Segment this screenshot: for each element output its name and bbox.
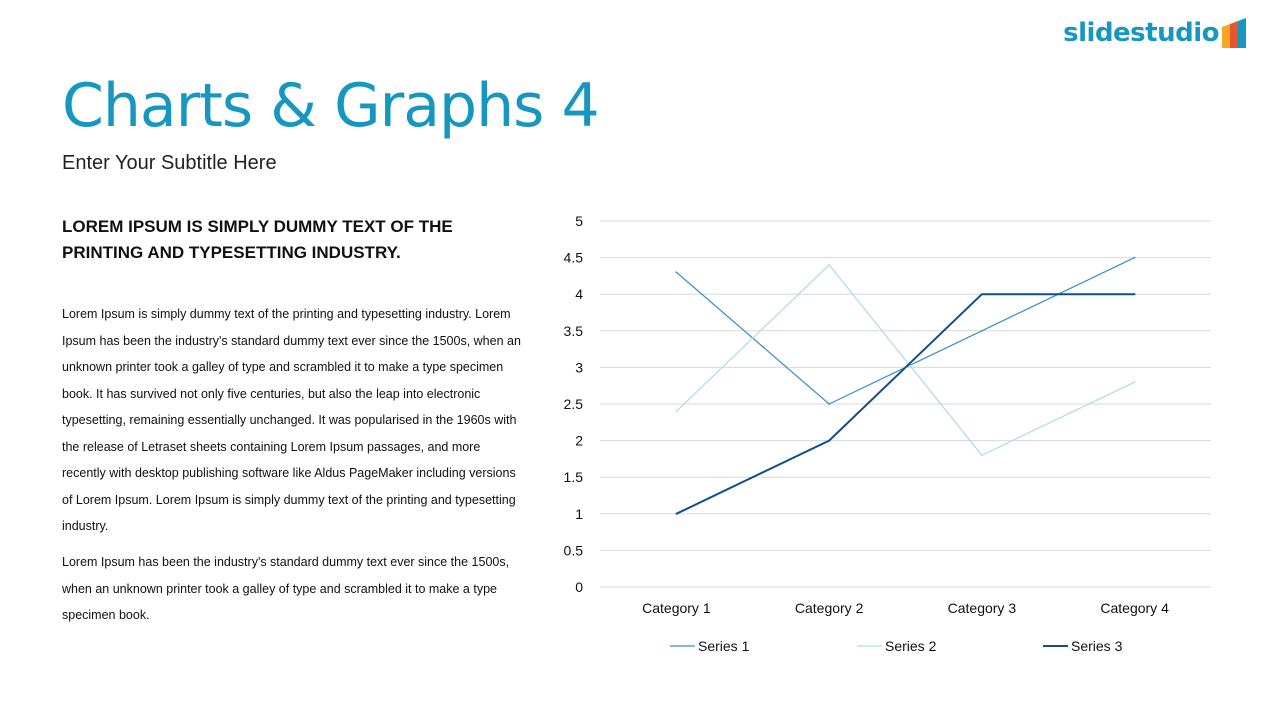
data-point — [1133, 293, 1136, 296]
brand-logo: slidestudio — [1063, 18, 1246, 48]
brand-name: slidestudio — [1063, 18, 1219, 48]
data-point — [828, 439, 831, 442]
data-point — [675, 512, 678, 515]
data-point — [828, 403, 831, 405]
chart-legend: Series 1 Series 2 Series 3 — [670, 638, 1123, 654]
x-tick-label: Category 1 — [642, 600, 711, 616]
chart-y-axis: 0 0.5 1 1.5 2 2.5 3 3.5 4 4.5 5 — [564, 213, 584, 595]
x-tick-label: Category 2 — [795, 600, 864, 616]
data-point — [675, 410, 678, 413]
y-tick-label: 4.5 — [564, 250, 584, 266]
y-tick-label: 1 — [575, 506, 583, 522]
y-tick-label: 1.5 — [564, 469, 584, 485]
section-heading: LOREM IPSUM IS SIMPLY DUMMY TEXT OF THE … — [62, 217, 453, 262]
legend-label: Series 3 — [1071, 638, 1123, 654]
data-point — [1133, 256, 1136, 259]
y-tick-label: 4 — [575, 286, 583, 302]
x-tick-label: Category 3 — [948, 600, 1017, 616]
y-tick-label: 0.5 — [564, 542, 584, 558]
y-tick-label: 3.5 — [564, 323, 584, 339]
chart-x-axis: Category 1 Category 2 Category 3 Category 4 — [642, 600, 1169, 616]
brand-mark-icon — [1222, 18, 1246, 48]
chart-series — [675, 256, 1136, 515]
x-tick-label: Category 4 — [1100, 600, 1169, 616]
y-tick-label: 2 — [575, 433, 583, 449]
data-point — [1133, 381, 1136, 383]
y-tick-label: 5 — [575, 213, 583, 229]
y-tick-label: 0 — [575, 579, 583, 595]
data-point — [980, 293, 983, 296]
body-paragraph-1: Lorem Ipsum is simply dummy text of the … — [62, 307, 521, 533]
data-point — [980, 454, 983, 457]
page-subtitle: Enter Your Subtitle Here — [62, 152, 277, 174]
body-paragraph-2: Lorem Ipsum has been the industry's stan… — [62, 555, 510, 622]
y-tick-label: 3 — [575, 359, 583, 375]
series-line-2 — [675, 264, 1135, 456]
page-title: Charts & Graphs 4 — [62, 71, 600, 141]
chart-gridlines — [600, 220, 1211, 588]
legend-label: Series 1 — [698, 638, 750, 654]
legend-label: Series 2 — [885, 638, 937, 654]
data-point — [980, 329, 983, 332]
line-chart: 00.511.522.533.544.55 Category 1 Category… — [564, 213, 1211, 654]
series-line-3 — [675, 293, 1135, 515]
y-tick-label: 2.5 — [564, 396, 584, 412]
data-point — [828, 264, 831, 266]
data-point — [675, 271, 678, 274]
